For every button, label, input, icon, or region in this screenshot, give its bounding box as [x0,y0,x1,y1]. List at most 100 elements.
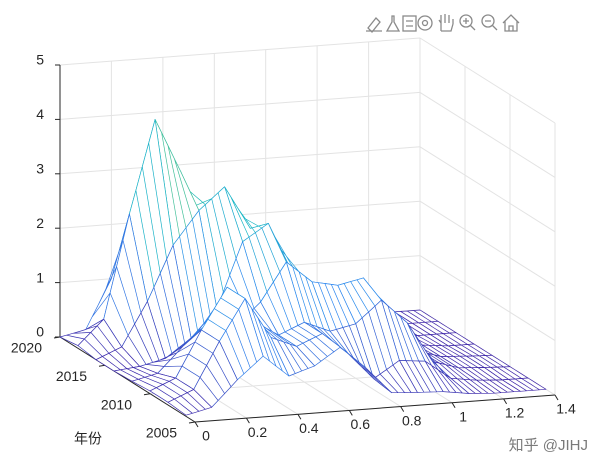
mesh-cell [103,213,148,348]
mesh-cell [465,354,511,368]
mesh-cell [432,361,477,381]
mesh-cell [154,119,200,246]
x-tick [554,394,559,401]
x-axis [194,394,556,423]
z-tick-label: 5 [36,52,44,68]
x-tick-label: 0.4 [299,420,319,436]
mesh-cell [121,301,166,367]
mesh-cell [373,360,418,394]
mesh-cell [501,377,547,392]
x-tick [503,398,508,405]
data-tip-icon[interactable] [385,15,401,32]
brush-icon[interactable] [366,17,382,33]
x-tick-label: 1 [459,408,467,424]
z-tick-label: 2 [36,215,44,231]
mesh-cell [131,372,177,392]
mesh-cell [440,355,485,369]
x-tick [451,402,456,408]
y-tick [53,336,61,339]
mesh-cell [224,186,269,243]
mesh-cell [157,329,202,379]
z-tick-label: 3 [36,161,44,177]
y-tick [188,421,196,424]
mesh-cell [113,366,159,382]
mesh-cell [165,321,210,359]
mesh-cell [337,277,382,325]
mesh-cell [450,377,495,394]
x-tick [297,414,302,420]
mesh-cell [260,261,305,336]
z-tick-label: 0 [36,324,44,340]
mesh-cell [95,346,141,372]
mesh-cell [411,320,457,335]
mesh-cell [399,360,444,393]
mesh-cell [198,186,243,310]
mesh-cell [175,329,220,390]
x-tick-label: 0.8 [402,412,422,428]
mesh-cell [172,210,218,339]
mesh-cell [129,119,174,302]
mesh-cell [139,345,184,374]
y-tick [143,393,151,396]
x-tick [194,421,199,428]
mesh-cell [85,213,130,330]
mesh-cell [270,337,315,377]
grid-line [59,91,556,178]
mesh-cell [278,321,323,347]
mesh-cell [424,360,470,394]
x-tick-label: 1.4 [556,401,576,417]
mesh-cell [244,298,290,377]
x-tick [348,410,353,416]
home-icon[interactable] [502,14,520,32]
x-tick-label: 1.2 [505,405,525,421]
zoom-in-icon[interactable] [459,14,473,28]
legend-icon[interactable] [402,15,417,32]
mesh-cell [483,366,529,381]
mesh-cell [422,344,467,357]
zoom-in-icon-glyph [463,18,476,31]
mesh-cell [147,244,192,359]
grid-line [59,37,556,124]
mesh-cell [303,321,349,354]
x-tick-label: 0 [202,428,210,444]
mesh-cell [193,340,238,408]
mesh-cell [347,353,393,394]
pan-icon[interactable] [438,14,454,32]
y-tick-label: 2010 [101,396,132,412]
x-tick-label: 0.2 [248,424,268,440]
rotate-icon-center [421,19,429,27]
mesh-cell [59,318,105,346]
x-tick-label: 0.6 [351,416,371,432]
y-tick [98,364,106,367]
zoom-out-icon[interactable] [481,14,495,28]
mesh-cell [447,343,493,357]
mesh-cell [219,298,264,381]
y-tick-label: 2005 [146,425,177,441]
x-tick [400,406,405,412]
x-tick [245,417,250,424]
grid-line [59,146,556,233]
mesh-cell [429,332,475,347]
mesh-surface [59,119,547,416]
toolbar [366,14,520,33]
mesh-cell [355,299,400,380]
mesh-cell [458,367,503,381]
mesh-cell [242,223,287,303]
legend-icon-lines [406,20,413,27]
mesh-cell [406,322,452,379]
mesh-cell [149,377,195,403]
y-axis [59,336,196,423]
y-axis-label: 年份 [74,431,102,447]
mesh-cell [201,286,246,342]
y-tick-label: 2015 [56,368,87,384]
mesh-cell [285,261,331,332]
mesh-cell [381,299,426,362]
mesh-cell [311,281,357,332]
rotate-icon[interactable] [417,15,433,31]
mesh-cell [77,318,123,361]
mesh-cell [167,389,213,416]
z-tick-label: 4 [36,106,44,122]
mesh-cell [393,309,439,324]
y-tick-label: 2020 [11,340,42,356]
